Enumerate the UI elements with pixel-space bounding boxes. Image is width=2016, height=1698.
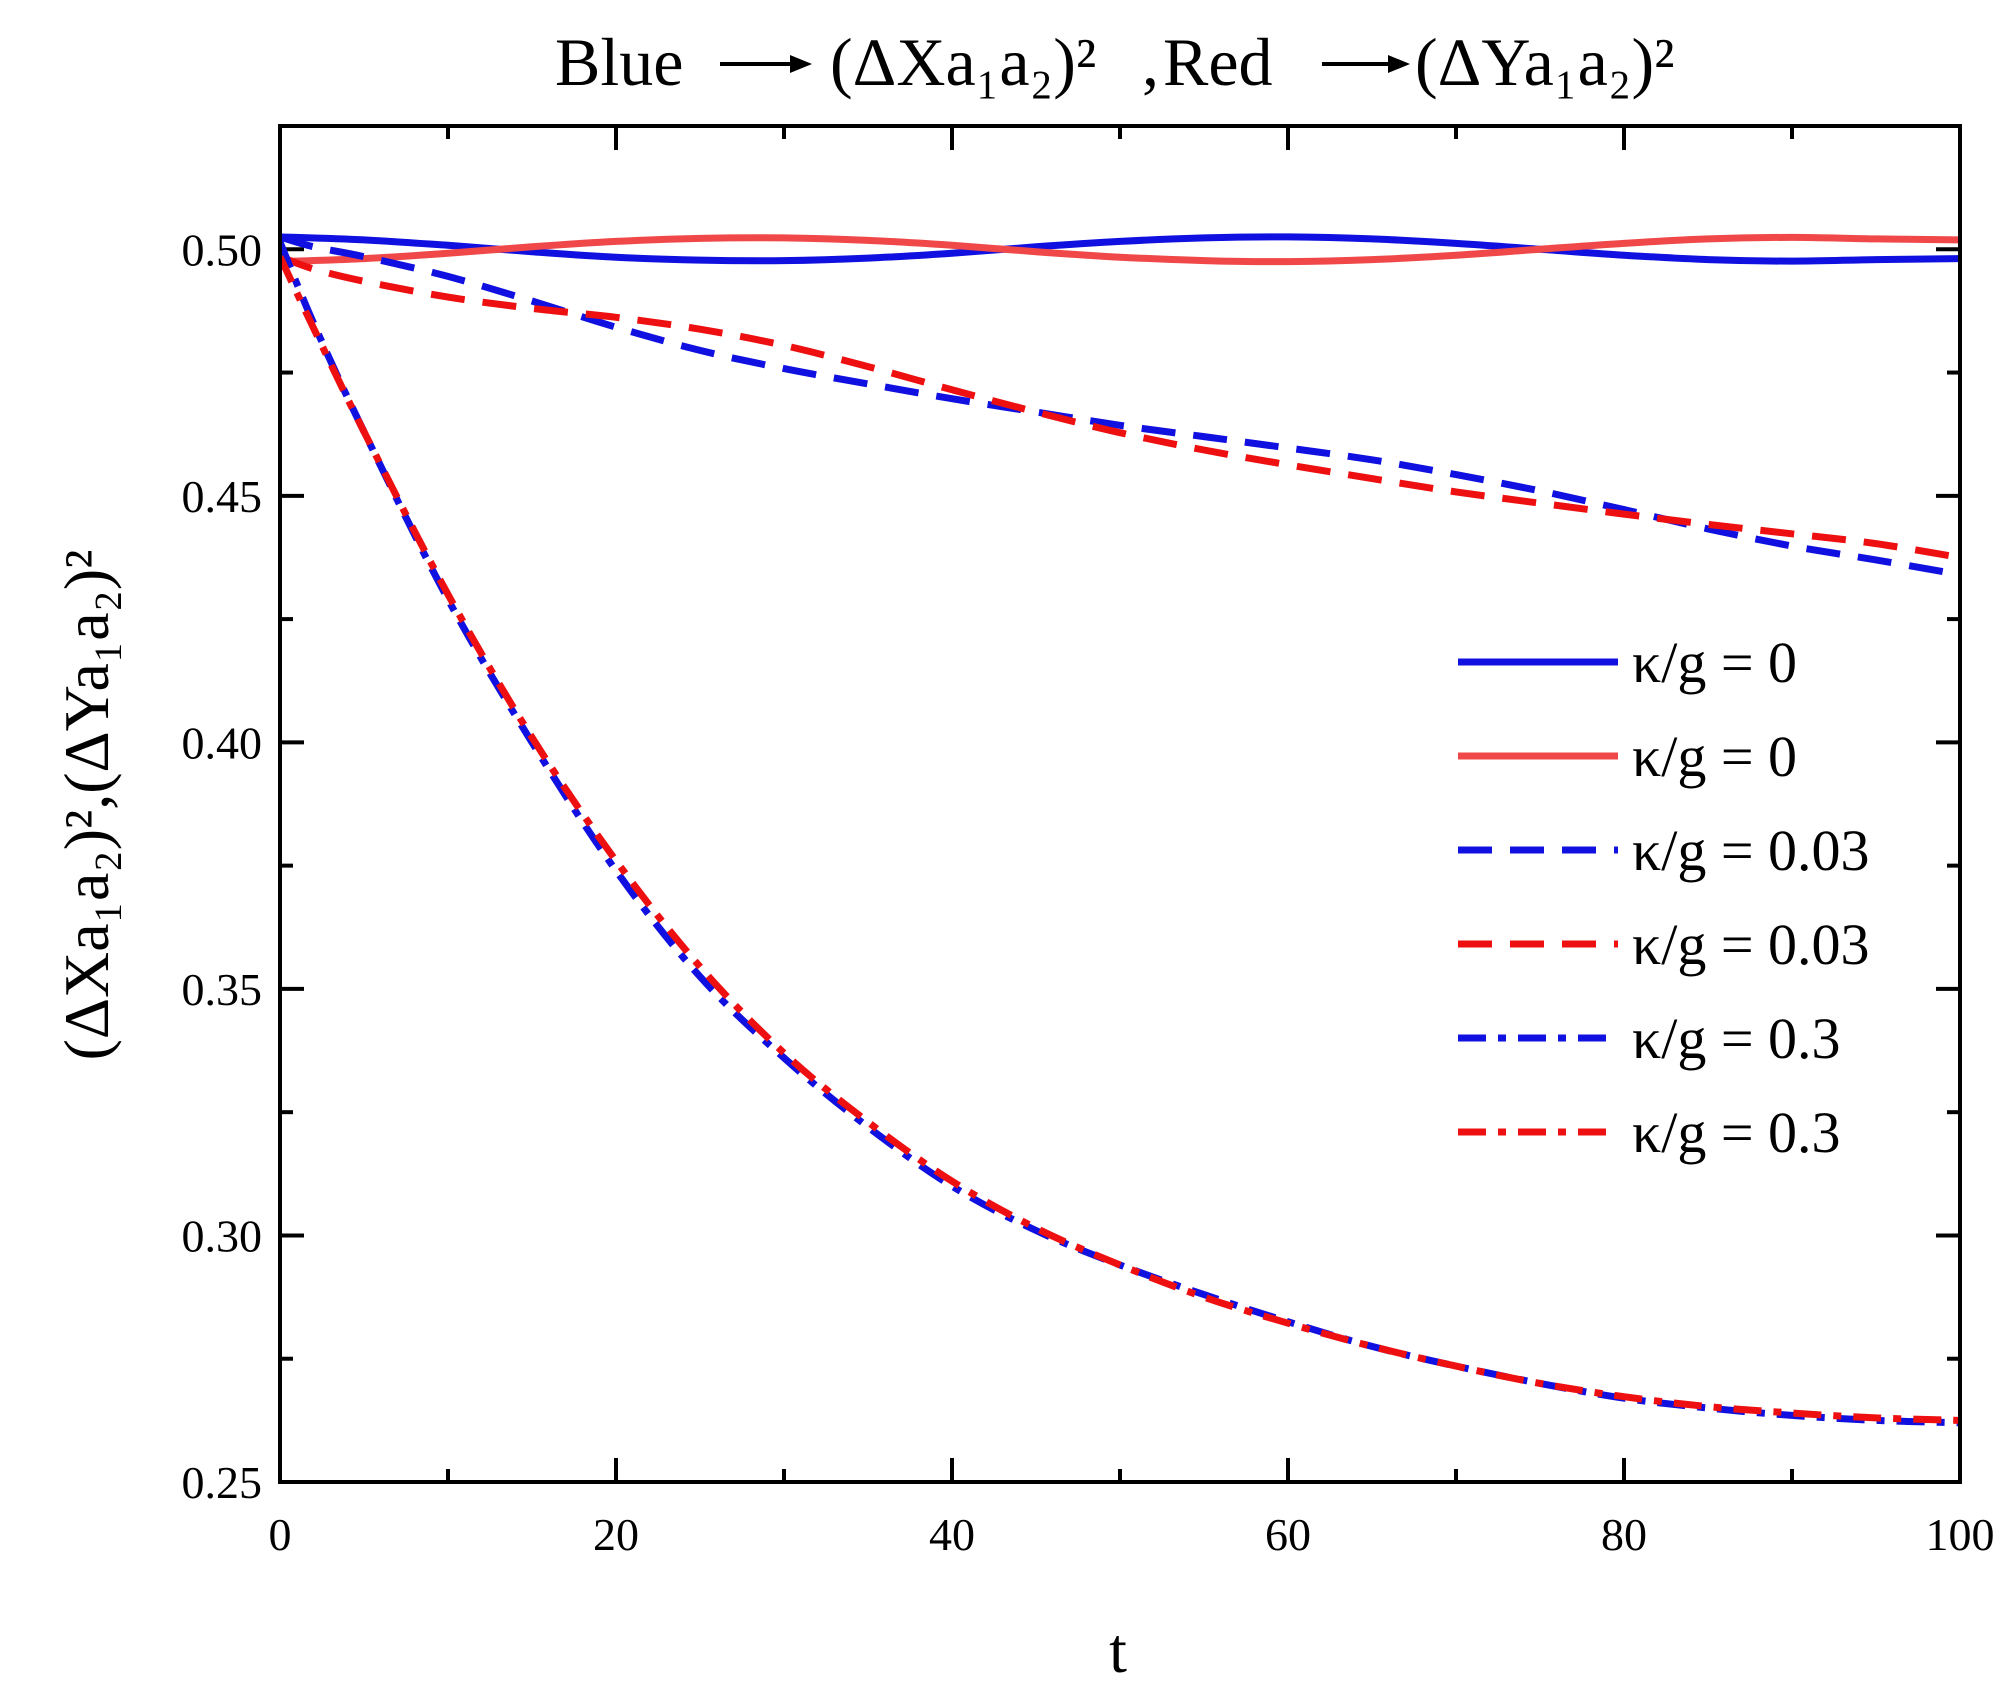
legend-label-2: κ/g = 0.03 [1632, 818, 1870, 883]
x-axis-title: t [1109, 1615, 1127, 1686]
y-tick-label-3: 0.40 [182, 717, 263, 768]
y-tick-label-1: 0.30 [182, 1210, 263, 1261]
title-arrow-blue-head [790, 55, 812, 73]
x-tick-label-4: 80 [1601, 1509, 1647, 1560]
title-separator: , [1142, 24, 1159, 100]
legend-label-4: κ/g = 0.3 [1632, 1006, 1841, 1071]
x-tick-label-2: 40 [929, 1509, 975, 1560]
chart-title: Blue (ΔXa₁a₂)² , Red (ΔYa₁a₂)² [555, 24, 1674, 100]
series-line-5 [282, 255, 1958, 1424]
axis-tick-labels: 0 20 40 60 80 100 0.25 0.30 0.35 0.40 0.45 0.50 [182, 224, 1995, 1560]
y-axis-title: (ΔXa₁a₂)²,(ΔYa₁a₂)² [51, 550, 122, 1061]
series-group [282, 233, 1958, 1427]
axis-ticks [278, 126, 1962, 1484]
series-line-2 [282, 233, 1958, 578]
y-tick-label-2: 0.35 [182, 964, 263, 1015]
legend: κ/g = 0 κ/g = 0 κ/g = 0.03 κ/g = 0.03 κ/g = … [1458, 630, 1870, 1165]
title-arrow-red-head [1388, 55, 1410, 73]
legend-label-3: κ/g = 0.03 [1632, 912, 1870, 977]
title-red-label: Red [1163, 24, 1273, 100]
title-blue-expr: (ΔXa₁a₂)² [830, 24, 1096, 100]
x-tick-label-1: 20 [593, 1509, 639, 1560]
plot-frame [278, 124, 1962, 1484]
series-line-3 [282, 253, 1958, 561]
y-tick-label-0: 0.25 [182, 1457, 263, 1508]
x-tick-label-5: 100 [1926, 1509, 1995, 1560]
title-blue-label: Blue [555, 24, 683, 100]
x-tick-label-0: 0 [269, 1509, 292, 1560]
x-tick-label-3: 60 [1265, 1509, 1311, 1560]
legend-label-0: κ/g = 0 [1632, 630, 1797, 695]
title-red-expr: (ΔYa₁a₂)² [1415, 24, 1674, 100]
y-tick-label-5: 0.50 [182, 224, 263, 275]
y-tick-label-4: 0.45 [182, 471, 263, 522]
legend-label-5: κ/g = 0.3 [1632, 1100, 1841, 1165]
series-line-0 [282, 233, 1958, 265]
series-line-1 [282, 233, 1958, 266]
legend-label-1: κ/g = 0 [1632, 724, 1797, 789]
